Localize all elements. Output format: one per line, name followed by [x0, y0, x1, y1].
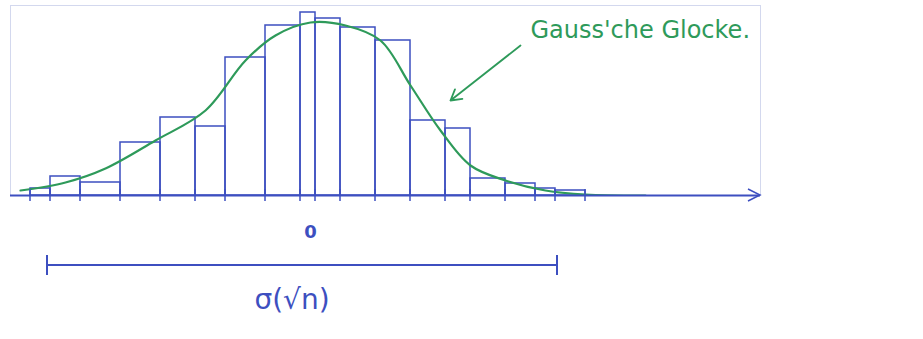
svg-text:σ(√n): σ(√n) [254, 283, 329, 316]
svg-text:0: 0 [304, 221, 317, 242]
svg-text:Gauss'che Glocke.: Gauss'che Glocke. [531, 16, 751, 44]
